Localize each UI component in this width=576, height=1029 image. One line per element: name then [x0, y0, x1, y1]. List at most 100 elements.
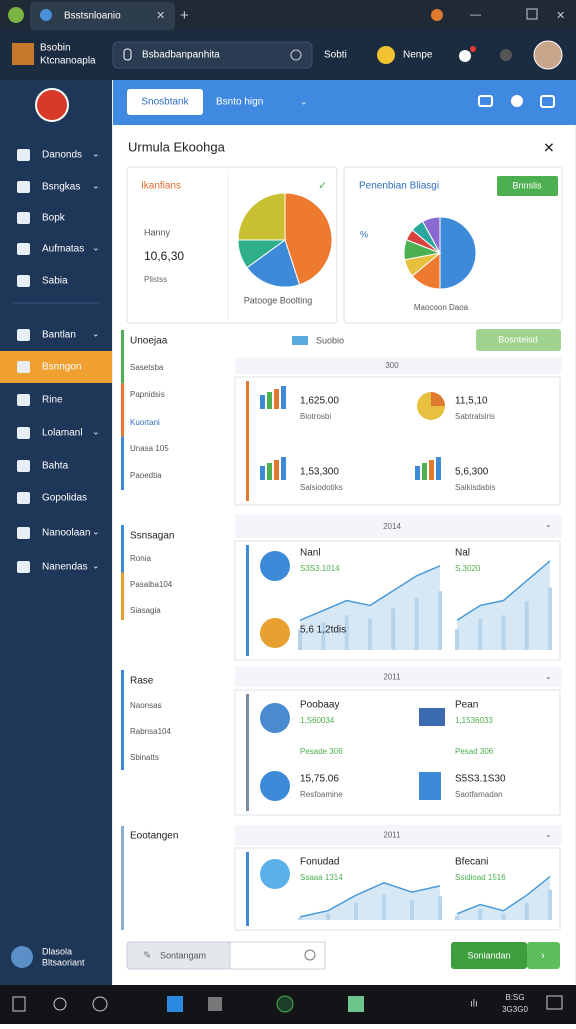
- stat-title: Bfecani: [455, 857, 488, 868]
- card-accent: [246, 694, 249, 811]
- collapse[interactable]: ⌄: [545, 830, 552, 839]
- group-bar: [121, 572, 124, 620]
- menu-item[interactable]: Aufmatas: [42, 244, 84, 255]
- menu-item[interactable]: Danonds: [42, 150, 82, 161]
- group-item[interactable]: Unasa 105: [130, 444, 169, 453]
- header-link[interactable]: Sobti: [324, 50, 347, 61]
- menu-icon: [17, 181, 30, 193]
- filter-label[interactable]: Suobio: [316, 335, 344, 345]
- group-item[interactable]: Sbinatts: [130, 753, 159, 762]
- new-tab[interactable]: +: [180, 7, 189, 24]
- submit-arrow[interactable]: [527, 942, 560, 969]
- tab-close[interactable]: ✕: [156, 10, 165, 22]
- group-item[interactable]: Naonsas: [130, 701, 162, 710]
- filter-button[interactable]: [476, 329, 561, 351]
- group-item[interactable]: Sasetsba: [130, 363, 164, 372]
- toolbar-menu[interactable]: Bsnto hign: [216, 97, 263, 108]
- search-box[interactable]: [112, 41, 313, 69]
- menu-item[interactable]: Bahta: [42, 461, 69, 472]
- pie-chart: [237, 192, 333, 288]
- minimize[interactable]: —: [470, 9, 481, 21]
- stat-detail: Resfoamine: [300, 790, 343, 799]
- menu-item[interactable]: Sabia: [42, 276, 68, 287]
- taskbar-icon[interactable]: [348, 996, 364, 1012]
- stat-title: 5,6,300: [455, 467, 489, 478]
- toolbar-icon[interactable]: [540, 95, 555, 108]
- taskbar-icon[interactable]: [53, 997, 67, 1011]
- footer-role: Bltsaoriant: [42, 957, 85, 967]
- group-item[interactable]: Siasagia: [130, 606, 161, 615]
- icon-bar: [422, 463, 427, 480]
- logo[interactable]: [12, 43, 34, 65]
- avatar[interactable]: [533, 40, 563, 70]
- text-input[interactable]: [229, 941, 326, 970]
- taskbar-icon[interactable]: [92, 996, 108, 1012]
- taskbar-icon[interactable]: [208, 997, 222, 1011]
- close-window[interactable]: ✕: [556, 10, 565, 22]
- extension-icon[interactable]: [431, 9, 443, 21]
- footer-avatar: [11, 946, 33, 968]
- icon-bar: [260, 466, 265, 480]
- menu-item[interactable]: Rine: [42, 395, 63, 406]
- collapse[interactable]: ⌄: [545, 520, 552, 529]
- icon: [431, 392, 445, 406]
- collapse[interactable]: ⌄: [545, 672, 552, 681]
- menu-item[interactable]: Bsngkas: [42, 182, 80, 193]
- header-user[interactable]: Nenpe: [403, 50, 433, 61]
- menu-item[interactable]: Lolamanl: [42, 428, 83, 439]
- card-button[interactable]: [497, 176, 558, 196]
- submit-button[interactable]: [451, 942, 527, 969]
- menu-item[interactable]: Nanendas: [42, 562, 88, 573]
- group-item[interactable]: Rabnsa104: [130, 727, 171, 736]
- tab-title: Bsstsnloanio: [64, 11, 121, 22]
- panel-close[interactable]: ✕: [543, 140, 555, 156]
- refresh-icon[interactable]: [290, 49, 302, 61]
- group-item[interactable]: Kuortani: [130, 418, 160, 427]
- icon-bar: [281, 386, 286, 409]
- toolbar-button[interactable]: [127, 89, 203, 115]
- group-item[interactable]: Pasaiba104: [130, 580, 173, 589]
- menu-item[interactable]: Bantlan: [42, 330, 76, 341]
- tab[interactable]: [30, 2, 175, 30]
- area-line: [456, 876, 551, 915]
- area-line: [299, 565, 441, 621]
- menu-icon: [17, 427, 30, 439]
- menu-icon: [17, 243, 30, 255]
- area-bar: [455, 629, 459, 650]
- toolbar-icon[interactable]: [478, 95, 493, 107]
- card-label: Hanny: [144, 227, 171, 237]
- card-header: [235, 515, 562, 538]
- notifications[interactable]: [546, 995, 563, 1010]
- check: ✓: [318, 180, 327, 192]
- menu-item[interactable]: Nanoolaan: [42, 528, 90, 539]
- group-item[interactable]: Ronia: [130, 554, 151, 563]
- card-accent: [246, 852, 249, 926]
- area-bar: [524, 902, 529, 920]
- refresh-icon[interactable]: [304, 949, 316, 961]
- group-item[interactable]: Papnidsis: [130, 390, 165, 399]
- card-accent: [246, 381, 249, 501]
- toolbar-icon[interactable]: [511, 95, 523, 107]
- menu-item[interactable]: Bsnngon: [42, 362, 81, 373]
- menu-item[interactable]: Bopk: [42, 213, 66, 224]
- side-list: Unoejaa Sasetsba Papnidsis Kuortani Unasa 10…: [121, 330, 178, 930]
- area-bar: [438, 591, 442, 650]
- maximize[interactable]: [526, 8, 538, 20]
- menu-item[interactable]: Gopolidas: [42, 493, 87, 504]
- taskbar-icon[interactable]: [167, 996, 183, 1012]
- card-header-label: 300: [385, 361, 399, 370]
- icon: [260, 618, 290, 648]
- taskbar-icon[interactable]: [276, 995, 294, 1013]
- taskbar-icon[interactable]: [12, 996, 26, 1012]
- icon: [419, 772, 441, 800]
- sidebar-logo: [35, 88, 69, 122]
- group-bar: [121, 436, 124, 490]
- stat-title: Fonudad: [300, 857, 339, 868]
- group-item[interactable]: Paoedtia: [130, 471, 162, 480]
- settings-icon[interactable]: [459, 50, 471, 62]
- pie-caption: Patooge Boolting: [244, 295, 313, 305]
- theme-icon[interactable]: [500, 49, 512, 61]
- area-bar: [368, 618, 372, 650]
- stat-title: 5,6 1,2tdis: [300, 625, 346, 636]
- clock-time: B:SG: [505, 993, 524, 1002]
